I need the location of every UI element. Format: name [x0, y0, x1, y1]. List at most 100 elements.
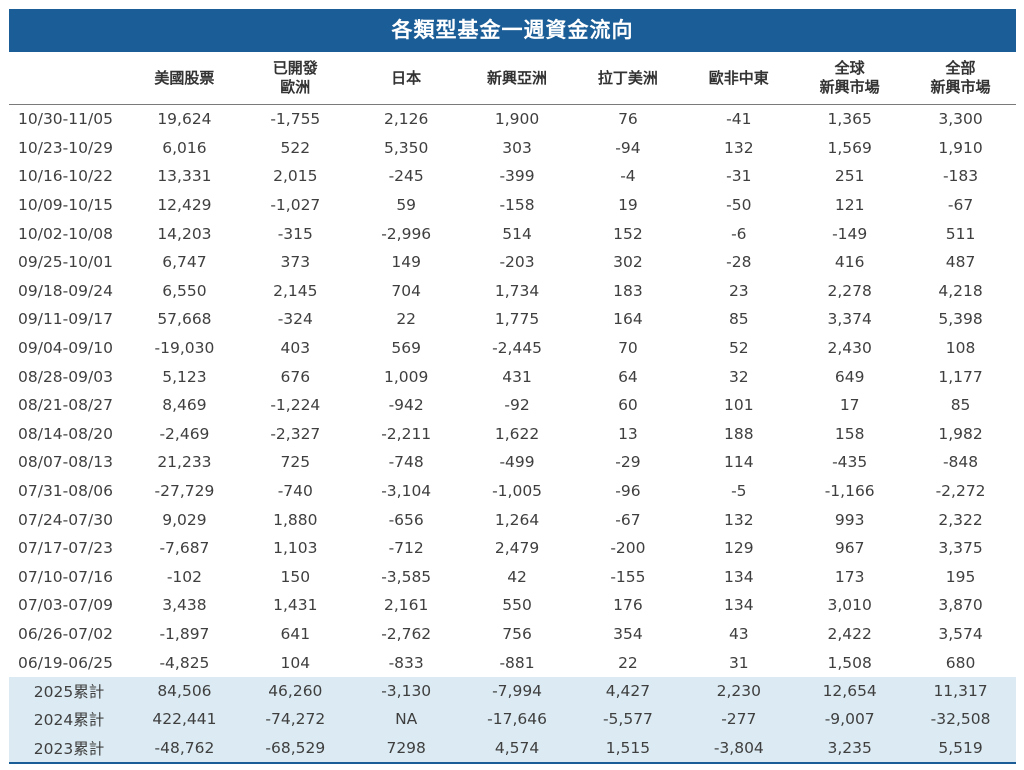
value-cell-em_asia: 1,900 [494, 110, 540, 129]
value-cell-global_em: 17 [839, 396, 860, 415]
table-row: 07/03-07/09 3,438 1,431 2,161 550 176 134 3,010… [9, 591, 1016, 620]
value-cell-dev_europe: -740 [277, 482, 313, 501]
value-cell-us_equity: -19,030 [154, 339, 215, 358]
value-cell-latam: 22 [618, 653, 638, 672]
value-cell-em_asia: -881 [499, 653, 535, 672]
value-cell-global_em: 1,508 [827, 653, 872, 672]
table-row: 06/26-07/02 -1,897 641 -2,762 756 354 43 2,422 3… [9, 620, 1016, 649]
value-cell-latam: 70 [618, 339, 638, 358]
value-cell-all_em: 4,218 [938, 281, 983, 300]
value-cell-japan: -656 [388, 510, 424, 529]
table-row: 07/24-07/30 9,029 1,880 -656 1,264 -67 132 993 2… [9, 505, 1016, 534]
period-cell: 09/04-09/10 [18, 339, 113, 358]
value-cell-us_equity: -102 [166, 567, 203, 586]
value-cell-latam: 4,427 [572, 676, 684, 706]
value-cell-dev_europe: 150 [280, 567, 311, 586]
column-header-global_em: 全球 新興市場 [794, 52, 906, 105]
value-cell-japan: -2,211 [381, 424, 432, 443]
value-cell-em_asia: 1,775 [494, 310, 540, 329]
value-cell-emea: 188 [724, 424, 754, 443]
value-cell-latam: 183 [613, 281, 643, 300]
table-body: 10/30-11/05 19,624 -1,755 2,126 1,900 76 -41 1,… [9, 105, 1016, 763]
period-cell: 07/03-07/09 [18, 596, 113, 615]
value-cell-dev_europe: -74,272 [239, 705, 351, 734]
value-cell-us_equity: 8,469 [162, 396, 207, 415]
value-cell-global_em: 2,430 [827, 339, 872, 358]
value-cell-global_em: 3,374 [827, 310, 872, 329]
value-cell-global_em: 251 [834, 167, 865, 186]
value-cell-latam: -155 [610, 567, 646, 586]
value-cell-em_asia: 303 [502, 138, 532, 157]
value-cell-all_em: 511 [945, 224, 976, 243]
value-cell-latam: 64 [618, 367, 638, 386]
value-cell-us_equity: -1,897 [159, 624, 210, 643]
value-cell-japan: NA [350, 705, 462, 734]
value-cell-japan: 59 [396, 196, 417, 215]
value-cell-all_em: 11,317 [905, 676, 1016, 706]
value-cell-latam: -96 [615, 482, 641, 501]
value-cell-us_equity: 422,441 [129, 705, 240, 734]
value-cell-emea: 2,230 [683, 676, 795, 706]
table-row: 09/04-09/10 -19,030 403 569 -2,445 70 52 2,430 1… [9, 334, 1016, 363]
cumulative-row: 2025累計 84,506 46,260 -3,130 -7,994 4,427 2,230… [9, 676, 1016, 706]
value-cell-global_em: -1,166 [824, 482, 875, 501]
value-cell-emea: -50 [726, 196, 752, 215]
column-header-emea: 歐非中東 [683, 52, 795, 105]
value-cell-all_em: -183 [942, 167, 979, 186]
value-cell-emea: 31 [728, 653, 749, 672]
value-cell-global_em: 121 [834, 196, 865, 215]
value-cell-em_asia: 1,264 [494, 510, 540, 529]
table-row: 09/11-09/17 57,668 -324 22 1,775 164 85 3,374 5,… [9, 305, 1016, 334]
value-cell-japan: -3,585 [381, 567, 432, 586]
value-cell-global_em: 2,422 [827, 624, 872, 643]
value-cell-em_asia: 550 [502, 596, 532, 615]
value-cell-latam: 164 [613, 310, 643, 329]
period-cell: 06/26-07/02 [18, 624, 113, 643]
table-row: 07/10-07/16 -102 150 -3,585 42 -155 134 173 195 [9, 563, 1016, 592]
value-cell-emea: 134 [724, 596, 754, 615]
value-cell-global_em: -9,007 [794, 705, 906, 734]
period-cell: 07/24-07/30 [18, 510, 113, 529]
value-cell-latam: -67 [615, 510, 641, 529]
value-cell-emea: -3,804 [683, 733, 795, 763]
cumulative-row: 2023累計 -48,762 -68,529 7298 4,574 1,515 -3,804… [9, 733, 1016, 763]
period-cell: 10/23-10/29 [18, 138, 113, 157]
value-cell-dev_europe: -1,755 [270, 110, 321, 129]
value-cell-japan: 149 [391, 253, 421, 272]
value-cell-us_equity: 84,506 [129, 676, 240, 706]
value-cell-global_em: 173 [834, 567, 865, 586]
period-cell: 10/16-10/22 [18, 167, 113, 186]
value-cell-global_em: -435 [832, 453, 868, 472]
bottom-rule [9, 762, 1016, 765]
cumulative-row: 2024累計 422,441 -74,272 NA -17,646 -5,577 -277-… [9, 705, 1016, 734]
period-cell: 10/02-10/08 [18, 224, 113, 243]
value-cell-all_em: 1,910 [938, 138, 983, 157]
value-cell-dev_europe: 403 [280, 339, 311, 358]
value-cell-all_em: 5,519 [905, 733, 1016, 763]
value-cell-dev_europe: -1,224 [270, 396, 321, 415]
value-cell-all_em: 3,870 [938, 596, 983, 615]
value-cell-dev_europe: 46,260 [239, 676, 351, 706]
period-cell: 10/30-11/05 [18, 110, 113, 129]
value-cell-all_em: 680 [945, 653, 976, 672]
period-cell: 2025累計 [9, 676, 129, 706]
value-cell-latam: 13 [618, 424, 638, 443]
value-cell-all_em: 85 [950, 396, 971, 415]
value-cell-all_em: -32,508 [905, 705, 1016, 734]
value-cell-latam: -200 [610, 539, 646, 558]
value-cell-us_equity: -4,825 [159, 653, 210, 672]
value-cell-all_em: 1,982 [938, 424, 983, 443]
value-cell-dev_europe: 2,145 [273, 281, 318, 300]
fund-flow-table: 美國股票 已開發 歐洲 日本 新興亞洲 拉丁美洲 歐非中東 全球 新興市場 全部 新興市場 10/3… [9, 52, 1016, 763]
value-cell-dev_europe: 2,015 [273, 167, 318, 186]
value-cell-all_em: 487 [945, 253, 976, 272]
table-row: 06/19-06/25 -4,825 104 -833 -881 22 31 1,508 680 [9, 648, 1016, 677]
value-cell-global_em: -149 [832, 224, 868, 243]
header-row: 美國股票 已開發 歐洲 日本 新興亞洲 拉丁美洲 歐非中東 全球 新興市場 全部 新興市場 [9, 52, 1016, 105]
value-cell-emea: 134 [724, 567, 754, 586]
value-cell-global_em: 416 [834, 253, 865, 272]
value-cell-us_equity: 5,123 [162, 367, 207, 386]
period-cell: 07/31-08/06 [18, 482, 113, 501]
period-cell: 08/07-08/13 [18, 453, 113, 472]
value-cell-dev_europe: -315 [277, 224, 313, 243]
